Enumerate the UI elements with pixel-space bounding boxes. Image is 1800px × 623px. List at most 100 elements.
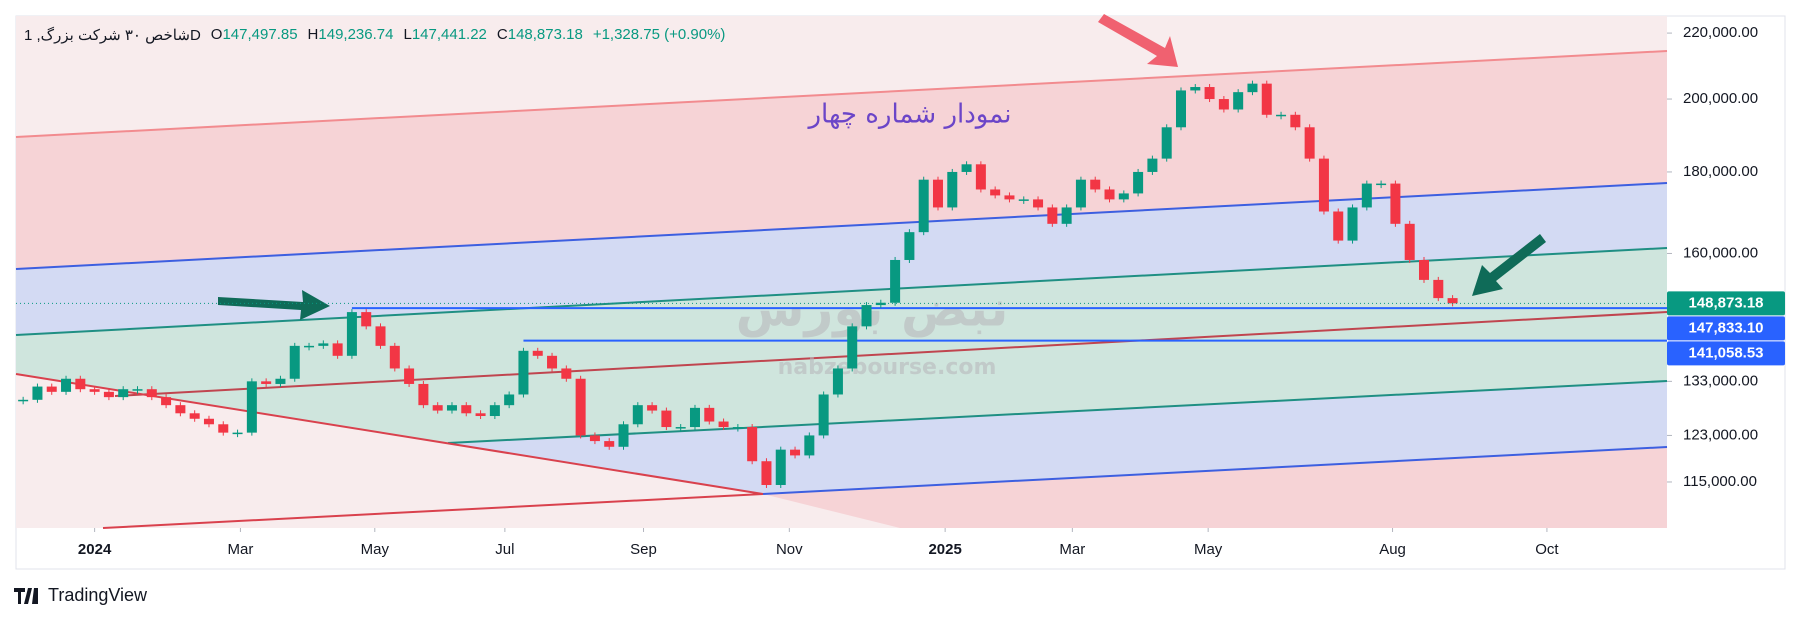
candle-body <box>1376 183 1387 186</box>
candle-body <box>761 461 772 485</box>
candle-body <box>790 449 801 456</box>
candle-body <box>446 405 457 411</box>
trend-line <box>102 493 764 529</box>
candle-body <box>547 355 558 369</box>
candle-body <box>61 378 72 392</box>
price-label-box <box>1667 291 1785 316</box>
candle-body <box>346 312 357 356</box>
candle-body <box>747 427 758 462</box>
candle-body <box>647 405 658 411</box>
candle-body <box>1204 87 1215 100</box>
candle-body <box>1433 279 1444 299</box>
y-tick-label: 160,000.00 <box>1683 244 1758 261</box>
arrow <box>1098 14 1178 67</box>
candle-body <box>175 405 186 414</box>
ohlc-item: O147,497.85 <box>211 26 298 44</box>
ohlc-item: L147,441.22 <box>403 26 486 44</box>
candle-body <box>146 389 157 398</box>
price-label-box <box>1667 316 1785 341</box>
price-label: 147,833.10 <box>1688 319 1763 336</box>
candle-body <box>304 345 315 348</box>
marks <box>18 80 1667 488</box>
candle-body <box>1104 189 1115 200</box>
green-band <box>16 248 1667 443</box>
y-tick-label: 180,000.00 <box>1683 163 1758 180</box>
x-tick-label: May <box>1194 541 1223 558</box>
candle-body <box>775 449 786 485</box>
ohlc-key: O <box>210 26 223 43</box>
candle-body <box>1404 223 1415 260</box>
change: +1,328.75 (+0.90%) <box>592 26 726 43</box>
candle-body <box>704 407 715 422</box>
candle-body <box>75 378 86 390</box>
y-tick-label: 220,000.00 <box>1683 24 1758 41</box>
lower-blue-band <box>448 381 1667 494</box>
candle-body <box>132 389 143 391</box>
candle-body <box>1333 211 1344 241</box>
candle-body <box>1247 83 1258 93</box>
y-tick-label: 115,000.00 <box>1683 473 1757 490</box>
x-tick-label: Mar <box>1059 541 1085 558</box>
candle-body <box>389 345 400 369</box>
candle-body <box>804 435 815 456</box>
symbol: شاخص ۳۰ شرکت بزرگ, 1D <box>24 27 201 44</box>
candle-body <box>103 391 114 398</box>
x-tick-label: Aug <box>1379 541 1406 558</box>
candle-body <box>1018 199 1029 201</box>
candle-body <box>246 381 257 433</box>
candle-body <box>46 386 57 392</box>
candle-body <box>1361 183 1372 208</box>
candle-body <box>1047 207 1058 224</box>
candle-body <box>1175 90 1186 128</box>
x-tick-label: 2025 <box>928 541 961 558</box>
candle-body <box>218 424 229 433</box>
candle-body <box>618 424 629 447</box>
candle-body <box>1233 92 1244 110</box>
candle-body <box>661 410 672 428</box>
candle-body <box>361 312 372 327</box>
candle-body <box>861 305 872 327</box>
watermark-url: nabzebourse.com <box>778 355 997 380</box>
candle-body <box>1147 158 1158 172</box>
candle-body <box>1318 158 1329 212</box>
lower-band <box>763 447 1667 528</box>
trend-line <box>447 380 1668 444</box>
candle-body <box>875 302 886 306</box>
candle-body <box>489 405 500 417</box>
candle-body <box>1304 127 1315 159</box>
logo-icon <box>14 587 38 604</box>
brand-name: TradingView <box>48 585 148 605</box>
candle-body <box>432 405 443 411</box>
x-tick-label: 2024 <box>78 541 112 558</box>
ohlc-item: H149,236.74 <box>308 26 394 44</box>
y-tick-label: 200,000.00 <box>1683 90 1758 107</box>
candle-body <box>961 164 972 172</box>
candle-body <box>289 345 300 379</box>
price-label: 148,873.18 <box>1688 294 1763 311</box>
candle-body <box>1061 207 1072 224</box>
candle-body <box>718 421 729 428</box>
candle-body <box>518 350 529 395</box>
candle-body <box>232 432 243 435</box>
candle-body <box>161 397 172 406</box>
candle-body <box>561 368 572 379</box>
price-label: 141,058.53 <box>1688 344 1763 361</box>
candle-body <box>632 405 643 425</box>
ohlc-key: L <box>403 26 412 43</box>
arrow <box>1472 234 1546 296</box>
arrow <box>218 290 330 320</box>
candle-body <box>604 441 615 447</box>
x-tick-label: Mar <box>227 541 253 558</box>
candle-body <box>32 386 43 400</box>
candle-body <box>1218 99 1229 110</box>
candle-body <box>532 350 543 356</box>
candle-body <box>832 368 843 395</box>
candle-body <box>818 394 829 436</box>
legend-header: شاخص ۳۰ شرکت بزرگ, 1D O147,497.85 H149,23… <box>24 26 725 44</box>
candle-body <box>847 326 858 369</box>
candle-body <box>1090 179 1101 190</box>
candle-body <box>275 378 286 384</box>
candle-body <box>461 405 472 414</box>
candle-body <box>575 378 586 436</box>
